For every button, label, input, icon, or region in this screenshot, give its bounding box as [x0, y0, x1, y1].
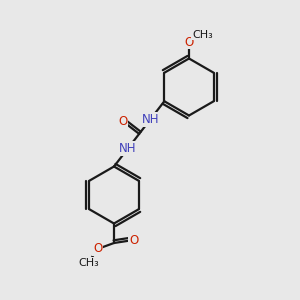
Text: NH: NH [142, 113, 159, 126]
Text: O: O [118, 115, 127, 128]
Text: CH₃: CH₃ [192, 29, 213, 40]
Text: CH₃: CH₃ [78, 257, 99, 268]
Text: NH: NH [119, 142, 137, 155]
Text: O: O [93, 242, 102, 256]
Text: O: O [184, 35, 194, 49]
Text: O: O [129, 233, 138, 247]
